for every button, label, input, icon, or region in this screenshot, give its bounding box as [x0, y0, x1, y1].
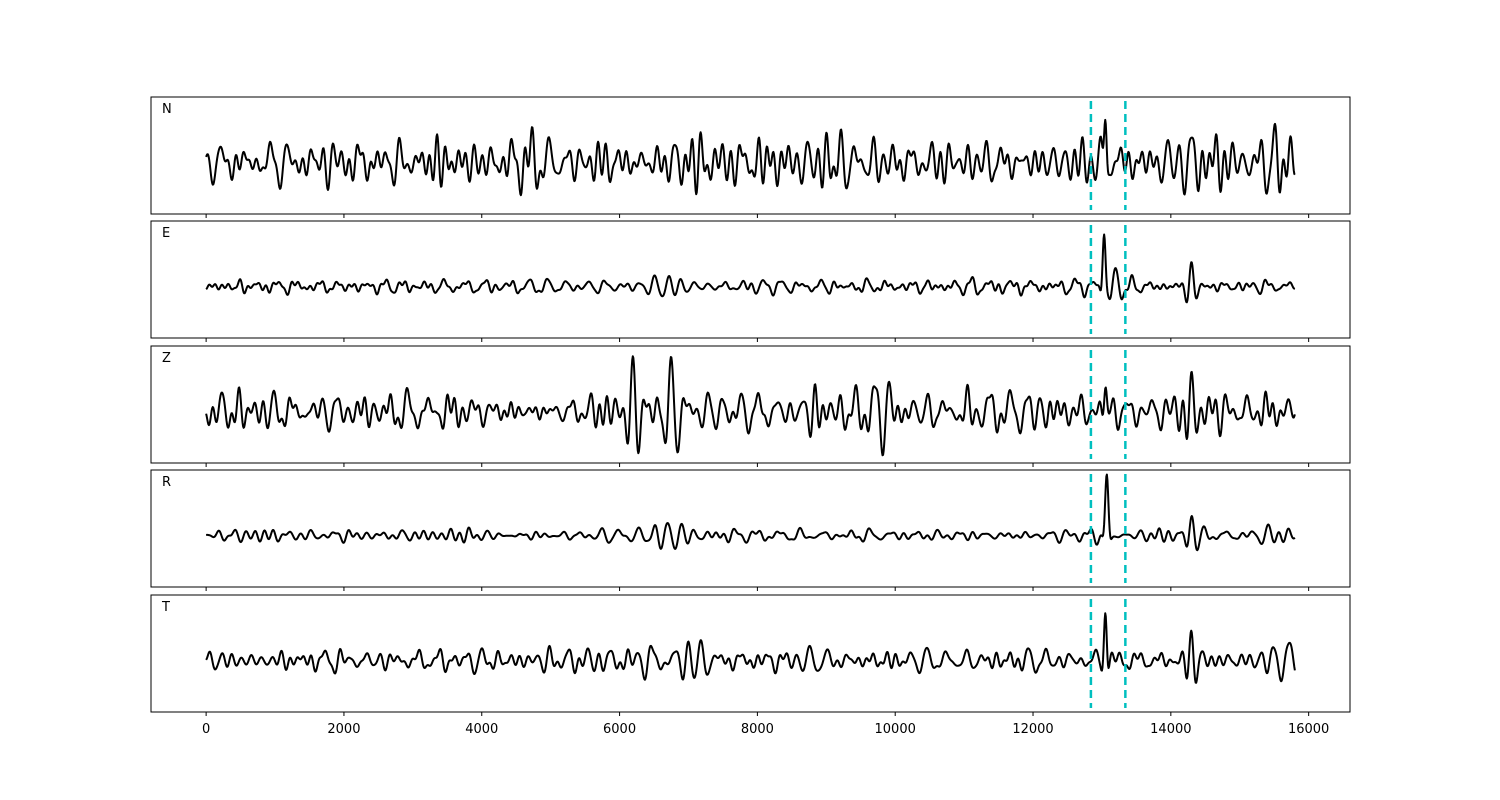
x-tick-label: 10000 — [875, 722, 916, 737]
panel-label: N — [162, 102, 172, 117]
x-tick-label: 16000 — [1288, 722, 1329, 737]
panel-n: N — [150, 96, 1351, 218]
trace-t — [205, 612, 1296, 684]
x-tick-label: 14000 — [1150, 722, 1191, 737]
x-tick-label: 4000 — [465, 722, 498, 737]
trace-n — [205, 118, 1296, 197]
x-tick-label: 2000 — [327, 722, 360, 737]
x-tick-label: 0 — [202, 722, 210, 737]
x-tick-label: 12000 — [1012, 722, 1053, 737]
panel-e: E — [150, 220, 1351, 342]
x-tick-label: 6000 — [603, 722, 636, 737]
panel-label: Z — [162, 351, 171, 366]
panel-frame — [150, 220, 1351, 339]
panel-frame — [150, 594, 1351, 713]
panel-label: E — [162, 226, 170, 241]
x-tick-label: 8000 — [741, 722, 774, 737]
panel-frame — [150, 345, 1351, 464]
panel-label: T — [161, 600, 170, 615]
trace-z — [205, 355, 1296, 457]
panel-t: T — [150, 594, 1351, 716]
trace-r — [205, 473, 1296, 552]
panel-z: Z — [150, 345, 1351, 467]
panel-label: R — [162, 475, 171, 490]
trace-e — [205, 233, 1296, 304]
panel-frame — [150, 469, 1351, 588]
panel-r: R — [150, 469, 1351, 591]
